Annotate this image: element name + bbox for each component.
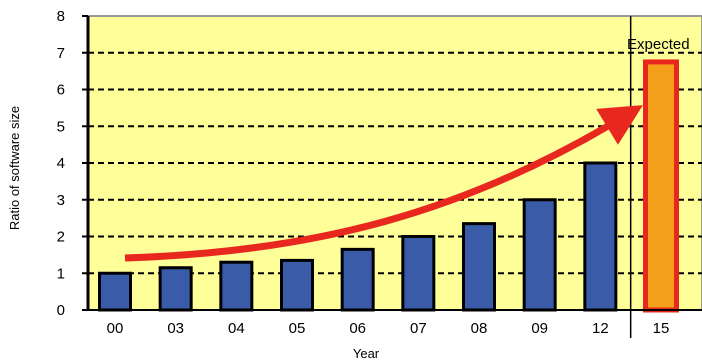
bar xyxy=(401,235,436,312)
y-tick-label: 5 xyxy=(57,118,65,135)
y-tick-label: 1 xyxy=(57,265,65,282)
axes xyxy=(82,15,702,338)
bar xyxy=(462,222,496,312)
bar xyxy=(219,260,254,312)
x-tick-label: 12 xyxy=(592,320,609,337)
bar-expected xyxy=(643,59,679,313)
x-tick-label: 05 xyxy=(289,320,306,337)
x-tick-label: 08 xyxy=(471,320,488,337)
trend-arrow xyxy=(124,105,643,262)
y-axis-label: Ratio of software size xyxy=(7,106,22,230)
x-tick-label: 15 xyxy=(653,320,670,337)
x-tick-label: 00 xyxy=(107,320,124,337)
x-tick-label: 09 xyxy=(531,320,548,337)
bar xyxy=(340,247,375,312)
x-tick-label: 06 xyxy=(349,320,366,337)
y-tick-label: 8 xyxy=(57,8,65,25)
y-tick-labels: 0 1 2 3 4 5 6 7 8 xyxy=(57,8,65,319)
bar xyxy=(158,266,193,312)
x-tick-label: 03 xyxy=(167,320,184,337)
x-axis-label: Year xyxy=(353,346,380,361)
x-tick-label: 04 xyxy=(228,320,245,337)
expected-annotation: Expected xyxy=(627,36,690,53)
bar xyxy=(280,258,314,312)
x-tick-labels: 00 03 04 05 06 07 08 09 12 15 xyxy=(107,320,670,337)
bar xyxy=(583,161,618,312)
y-tick-label: 3 xyxy=(57,192,65,209)
x-tick-label: 07 xyxy=(410,320,427,337)
y-tick-label: 4 xyxy=(57,155,65,172)
y-tick-label: 2 xyxy=(57,229,65,246)
y-tick-label: 7 xyxy=(57,45,65,62)
bar xyxy=(98,271,132,312)
bar xyxy=(522,198,557,312)
y-tick-label: 0 xyxy=(57,302,65,319)
y-tick-label: 6 xyxy=(57,82,65,99)
